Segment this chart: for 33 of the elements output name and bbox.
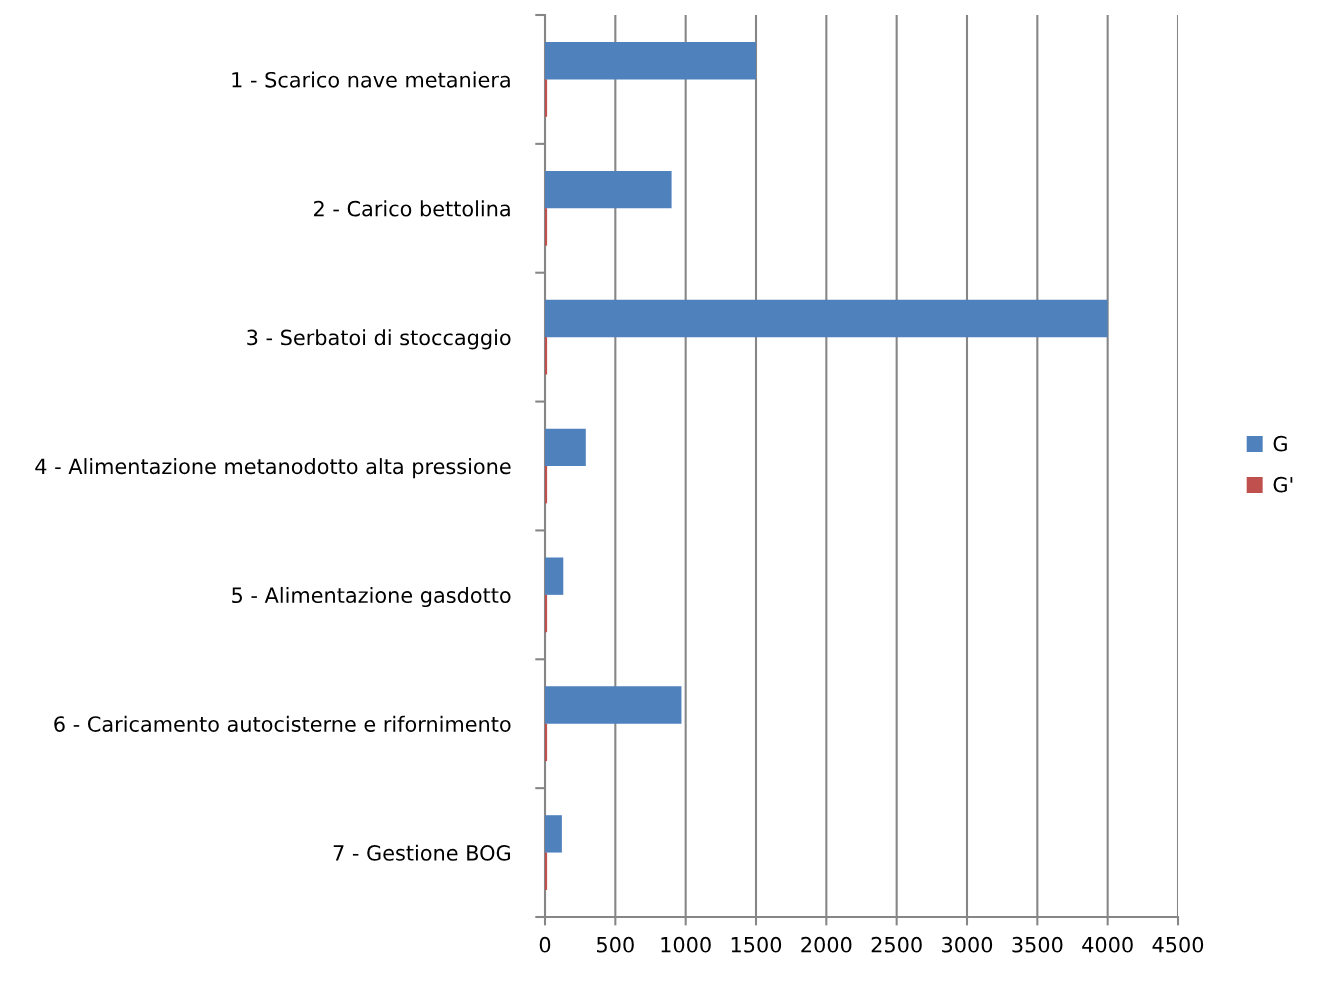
x-tick-label: 3500 [1012,936,1063,953]
y-tick-label: 1 - Scarico nave metaniera [232,71,510,88]
bar [545,42,756,80]
bar [545,208,548,246]
bar [545,557,564,595]
bar [545,594,548,633]
x-tick-label: 0 [539,936,551,953]
bar [545,79,548,117]
x-tick-label: 1000 [661,936,711,953]
bar [545,337,548,375]
bar [545,299,1108,338]
bar [545,815,562,853]
x-tick-label: 4000 [1082,936,1133,953]
bar [545,852,548,890]
legend-label: G [1273,435,1287,452]
x-tick-label: 500 [597,936,634,953]
y-tick-label: 7 - Gestione BOG [333,844,510,861]
x-tick-label: 2500 [871,936,922,953]
x-tick-label: 4500 [1152,936,1204,953]
bar [545,686,682,724]
bar [545,170,672,209]
y-tick-label: 4 - Alimentazione metanodotto alta pressione [35,458,511,479]
y-tick-label: 5 - Alimentazione gasdotto [232,586,511,608]
x-tick-label: 2000 [801,936,852,953]
bar [545,466,548,504]
x-tick-label: 1500 [731,936,782,953]
legend-label: G' [1273,476,1293,493]
bar [545,723,548,762]
bar [545,428,586,466]
y-tick-label: 3 - Serbatoi di stoccaggio [247,329,511,350]
y-tick-label: 2 - Carico bettolina [314,200,510,217]
y-tick-label: 6 - Caricamento autocisterne e rifornimento [54,715,511,732]
x-tick-label: 3000 [942,936,993,953]
